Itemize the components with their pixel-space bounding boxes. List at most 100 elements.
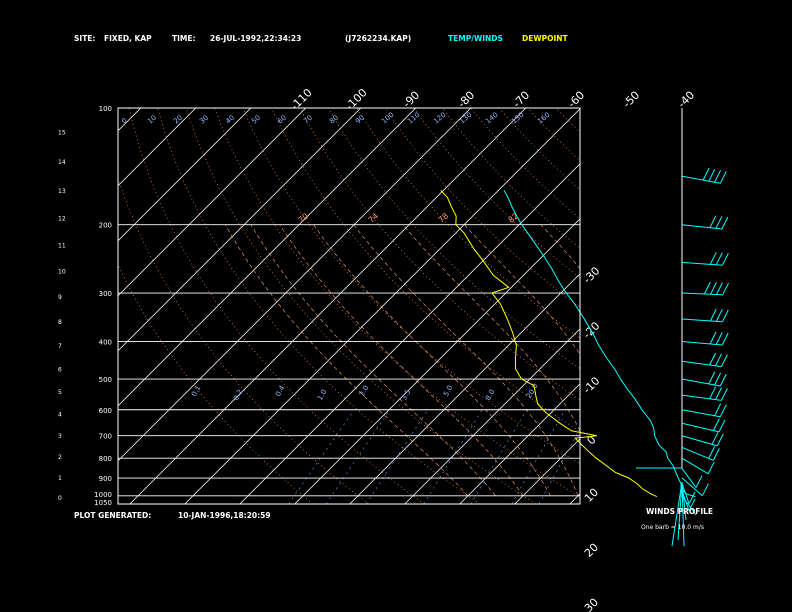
isotherm-line [118,108,142,132]
isotherm-line [459,383,580,504]
isotherm-line [514,438,580,504]
potential-temperature-label: 10 [146,114,158,126]
pressure-tick-label: 200 [99,222,112,230]
height-tick-label: 6 [58,366,62,373]
pressure-tick-label: 100 [99,105,112,113]
potential-temperature-label: 20 [172,114,184,126]
wind-barb-flag [703,281,711,295]
mixing-ratio-label: 3.5 [400,388,412,402]
height-tick-label: 9 [58,294,62,301]
potential-temperature-label: 100 [380,111,395,126]
equivalent-potential-label: 74 [367,211,381,224]
temperature-tick-label: -60 [565,89,587,111]
height-tick-label: 4 [58,411,62,418]
isotherm-line [349,273,580,504]
height-tick-label: 3 [58,433,62,440]
height-tick-label: 15 [58,129,66,136]
potential-temperature-label: 120 [432,111,447,126]
dry-adiabat-line [299,108,580,401]
wind-barb-flag [688,491,696,504]
wind-barb-flag [719,373,727,387]
wind-barb-flag [709,252,717,265]
wind-barb-flag [709,308,717,322]
file-value: (J7262234.KAP) [345,34,411,43]
height-tick-label: 8 [58,319,62,326]
wind-barb-flag [708,446,716,459]
dry-adiabat-line [413,108,580,279]
equivalent-potential-label: 78 [437,211,451,224]
wind-barb-flag [716,433,724,447]
temperature-line [503,190,696,498]
moist-adiabat-line [628,225,688,496]
sounding-profiles [440,189,696,498]
isotherm-line [680,108,792,504]
mixing-ratio-line [325,409,391,504]
wind-barb-flag [688,498,696,511]
dry-adiabat-line [118,176,369,504]
mixing-ratio-line [511,409,566,504]
isotherm-line [735,108,792,504]
wind-barb-flag [702,167,710,181]
temperature-tick-label: 20 [582,541,601,560]
wind-barb-flag [714,169,722,183]
wind-barb-flag [721,252,729,266]
wind-barb [681,468,697,488]
temperature-tick-label: -50 [620,89,642,111]
height-tick-label: 5 [58,389,62,396]
potential-temperature-label: 0 [120,117,129,126]
height-tick-label: 12 [58,216,66,223]
wind-barb-flag [722,282,730,296]
isotherm-line [118,108,362,352]
height-tick-label: 11 [58,243,66,250]
isotherm-line [129,108,527,504]
time-value: 26-JUL-1992,22:34:23 [210,34,301,43]
wind-barb [681,495,697,516]
moist-adiabat-line [313,224,551,496]
dry-adiabat-line [670,108,792,504]
height-tick-label: 1 [58,475,62,482]
mixing-ratio-label: 5.0 [442,384,454,398]
dry-adiabat-line [271,108,580,433]
temperature-tick-label: -100 [343,86,370,113]
wind-panel-title: WINDS PROFILE [646,507,713,516]
isotherm-line [118,108,252,242]
wind-barb-flag [711,432,719,445]
mixing-ratio-label: 0.1 [190,384,202,398]
wind-barb [681,435,718,447]
wind-barb [681,457,709,475]
time-label: TIME: [172,34,196,43]
wind-barb-flag [712,448,720,461]
potential-temperature-label: 30 [198,114,210,126]
wind-barb-flag [715,216,723,229]
dry-adiabat-line [185,108,537,504]
dry-adiabat-line [755,108,792,504]
surface-wind-stalk [681,481,687,521]
moist-adiabat-line [225,224,469,497]
mixing-ratio-labels: 0.1 0.2 0.4 1.0 2.0 3.5 5.0 8.0 20.0 [190,382,540,402]
mixing-ratio-label: 0.2 [232,388,244,402]
plot-frame [117,107,581,505]
potential-temperature-label: 50 [250,114,262,126]
isotherm-line [625,108,792,504]
mixing-ratio-label: 2.0 [358,384,370,398]
dry-adiabat-line [157,108,481,504]
wind-barb-flag [712,418,720,431]
isotherm-line [569,493,580,504]
dry-adiabat-line [613,108,792,504]
dry-adiabat-line [527,108,580,162]
isobars [118,224,580,497]
wind-barb [681,422,720,433]
isotherm-line [118,108,197,187]
temperature-tick-label: -90 [400,89,422,111]
isotherm-line [118,108,472,462]
potential-temperature-label: 90 [354,114,366,126]
dry-adiabat-line [118,264,314,504]
plot-generated-label: PLOT GENERATED: [74,511,151,520]
wind-barb-flag [720,388,728,401]
temperature-tick-label: -110 [288,86,315,113]
surface-wind-stalk [681,481,685,547]
dry-adiabat-line [442,108,580,249]
